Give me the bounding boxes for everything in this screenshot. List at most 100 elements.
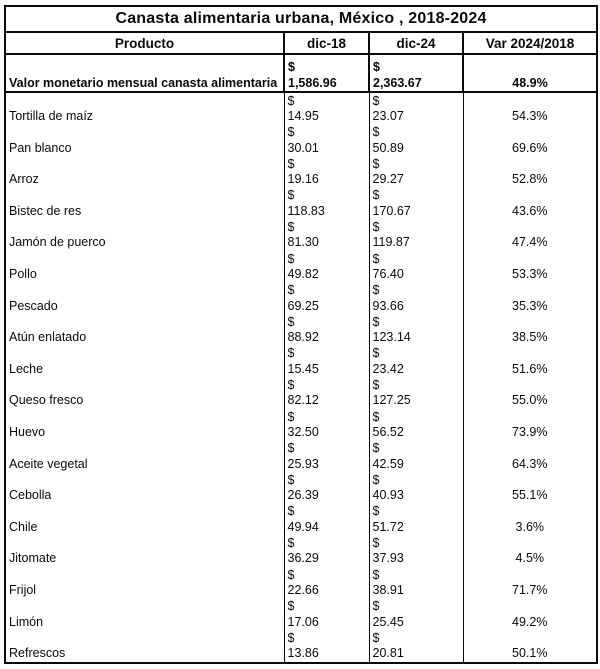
dic18-price-cell: $118.83 xyxy=(283,187,370,220)
table-row: Leche $15.45 $23.42 51.6% xyxy=(4,345,599,378)
currency-symbol: $ xyxy=(287,599,295,614)
product-name-cell: Leche xyxy=(4,345,285,378)
dic18-price-value: 118.83 xyxy=(287,203,325,218)
dic18-price-cell: $25.93 xyxy=(283,440,370,473)
dic18-price-cell: $14.95 xyxy=(283,92,370,125)
dic24-price-cell: $29.27 xyxy=(368,156,464,188)
dic18-price-value: 49.94 xyxy=(287,519,319,534)
dic24-price-cell: $50.89 xyxy=(368,124,464,157)
dic18-price-cell: $36.29 xyxy=(283,535,370,567)
currency-symbol: $ xyxy=(372,188,380,203)
variation-cell: 43.6% xyxy=(462,187,599,220)
summary-dic18-cell: $ 1,586.96 xyxy=(283,53,370,93)
variation-cell: 52.8% xyxy=(462,156,599,188)
variation-cell: 71.7% xyxy=(462,566,599,599)
table-row: Huevo $32.50 $56.52 73.9% xyxy=(4,408,599,441)
currency-symbol: $ xyxy=(287,441,295,456)
variation-cell: 50.1% xyxy=(462,630,599,663)
dic18-price-cell: $19.16 xyxy=(283,156,370,188)
currency-symbol: $ xyxy=(372,283,380,298)
currency-symbol: $ xyxy=(372,314,380,329)
dic24-price-value: 93.66 xyxy=(372,298,404,313)
variation-cell: 4.5% xyxy=(462,535,599,567)
dic24-price-cell: $23.42 xyxy=(368,345,464,378)
currency-symbol: $ xyxy=(372,219,380,234)
dic24-price-value: 40.93 xyxy=(372,488,404,503)
table-row: Bistec de res $118.83 $170.67 43.6% xyxy=(4,187,599,220)
variation-cell: 35.3% xyxy=(462,282,599,315)
product-name-cell: Pan blanco xyxy=(4,124,285,157)
currency-symbol: $ xyxy=(372,409,380,424)
column-header-dic18: dic-18 xyxy=(283,31,370,55)
currency-symbol: $ xyxy=(287,188,295,203)
currency-symbol: $ xyxy=(372,377,380,392)
currency-symbol: $ xyxy=(372,472,380,487)
product-name-cell: Jamón de puerco xyxy=(4,219,285,251)
dic24-price-cell: $38.91 xyxy=(368,566,464,599)
product-name-cell: Aceite vegetal xyxy=(4,440,285,473)
variation-cell: 54.3% xyxy=(462,92,599,125)
currency-symbol: $ xyxy=(372,630,380,645)
table-header-row: Producto dic-18 dic-24 Var 2024/2018 xyxy=(4,31,599,55)
product-name-cell: Huevo xyxy=(4,408,285,441)
dic18-price-value: 36.29 xyxy=(287,551,319,566)
currency-symbol: $ xyxy=(373,60,380,74)
variation-cell: 3.6% xyxy=(462,503,599,536)
currency-symbol: $ xyxy=(372,156,380,171)
dic24-price-cell: $119.87 xyxy=(368,219,464,251)
currency-symbol: $ xyxy=(372,567,380,582)
currency-symbol: $ xyxy=(287,377,295,392)
dic24-price-cell: $170.67 xyxy=(368,187,464,220)
product-rows: Tortilla de maíz $14.95 $23.07 54.3% Pan bla… xyxy=(4,92,599,663)
currency-symbol: $ xyxy=(372,535,380,550)
currency-symbol: $ xyxy=(287,251,295,266)
dic24-price-value: 42.59 xyxy=(372,456,404,471)
summary-row: Valor monetario mensual canasta alimenta… xyxy=(4,53,599,93)
product-name-cell: Chile xyxy=(4,503,285,536)
product-name-cell: Arroz xyxy=(4,156,285,188)
table-row: Pan blanco $30.01 $50.89 69.6% xyxy=(4,124,599,157)
currency-symbol: $ xyxy=(287,472,295,487)
currency-symbol: $ xyxy=(372,504,380,519)
currency-symbol: $ xyxy=(287,125,295,140)
dic24-price-cell: $25.45 xyxy=(368,598,464,631)
table-row: Pescado $69.25 $93.66 35.3% xyxy=(4,282,599,315)
dic24-price-cell: $93.66 xyxy=(368,282,464,315)
dic18-price-value: 26.39 xyxy=(287,488,319,503)
product-name-cell: Refrescos xyxy=(4,630,285,663)
dic24-price-cell: $127.25 xyxy=(368,377,464,409)
table-row: Tortilla de maíz $14.95 $23.07 54.3% xyxy=(4,92,599,125)
dic24-price-cell: $123.14 xyxy=(368,314,464,346)
dic18-price-value: 81.30 xyxy=(287,235,319,250)
product-name-cell: Atún enlatado xyxy=(4,314,285,346)
summary-label: Valor monetario mensual canasta alimenta… xyxy=(4,53,285,93)
table-title: Canasta alimentaria urbana, México , 201… xyxy=(3,5,599,33)
dic18-price-cell: $22.66 xyxy=(283,566,370,599)
dic18-price-value: 22.66 xyxy=(287,583,319,597)
dic18-price-cell: $30.01 xyxy=(283,124,370,157)
variation-cell: 38.5% xyxy=(462,314,599,346)
product-name-cell: Frijol xyxy=(4,566,285,599)
dic18-price-cell: $49.82 xyxy=(283,250,370,283)
product-name-cell: Limón xyxy=(4,598,285,631)
currency-symbol: $ xyxy=(372,441,380,456)
dic18-price-value: 14.95 xyxy=(287,109,319,124)
dic18-price-cell: $26.39 xyxy=(283,472,370,504)
variation-cell: 55.0% xyxy=(462,377,599,409)
currency-symbol: $ xyxy=(287,630,295,645)
variation-cell: 51.6% xyxy=(462,345,599,378)
dic18-price-cell: $69.25 xyxy=(283,282,370,315)
product-name-cell: Jitomate xyxy=(4,535,285,567)
summary-dic24-value: 2,363.67 xyxy=(373,76,422,90)
dic18-price-cell: $88.92 xyxy=(283,314,370,346)
variation-cell: 69.6% xyxy=(462,124,599,157)
variation-cell: 73.9% xyxy=(462,408,599,441)
currency-symbol: $ xyxy=(372,125,380,140)
dic24-price-value: 51.72 xyxy=(372,519,404,534)
dic18-price-cell: $13.86 xyxy=(283,630,370,663)
product-name-cell: Bistec de res xyxy=(4,187,285,220)
dic24-price-value: 38.91 xyxy=(372,583,404,597)
dic24-price-cell: $40.93 xyxy=(368,472,464,504)
dic18-price-value: 30.01 xyxy=(287,140,319,155)
dic18-price-value: 15.45 xyxy=(287,361,319,376)
